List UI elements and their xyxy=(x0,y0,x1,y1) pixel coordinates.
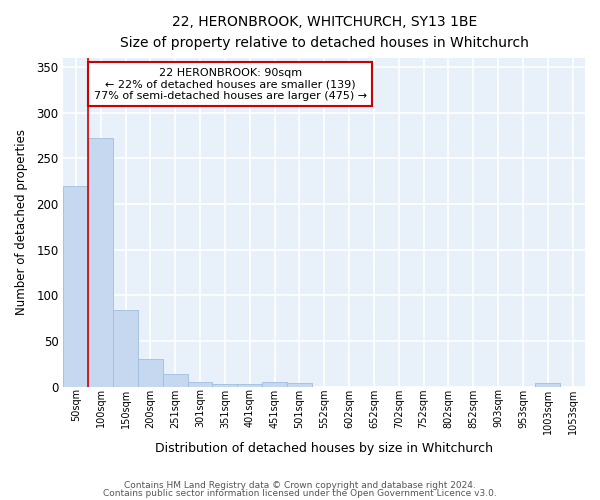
Text: Contains public sector information licensed under the Open Government Licence v3: Contains public sector information licen… xyxy=(103,488,497,498)
Bar xyxy=(64,186,88,387)
Bar xyxy=(535,383,560,387)
Bar xyxy=(88,138,113,387)
Bar xyxy=(163,374,188,387)
Bar xyxy=(237,384,262,387)
Text: Contains HM Land Registry data © Crown copyright and database right 2024.: Contains HM Land Registry data © Crown c… xyxy=(124,481,476,490)
Bar xyxy=(113,310,138,387)
Bar xyxy=(212,384,237,387)
Text: 22 HERONBROOK: 90sqm
← 22% of detached houses are smaller (139)
77% of semi-deta: 22 HERONBROOK: 90sqm ← 22% of detached h… xyxy=(94,68,367,101)
Bar xyxy=(138,360,163,387)
Y-axis label: Number of detached properties: Number of detached properties xyxy=(15,130,28,316)
Bar xyxy=(188,382,212,387)
Title: 22, HERONBROOK, WHITCHURCH, SY13 1BE
Size of property relative to detached house: 22, HERONBROOK, WHITCHURCH, SY13 1BE Siz… xyxy=(120,15,529,50)
X-axis label: Distribution of detached houses by size in Whitchurch: Distribution of detached houses by size … xyxy=(155,442,493,455)
Bar xyxy=(262,382,287,387)
Bar xyxy=(287,383,312,387)
